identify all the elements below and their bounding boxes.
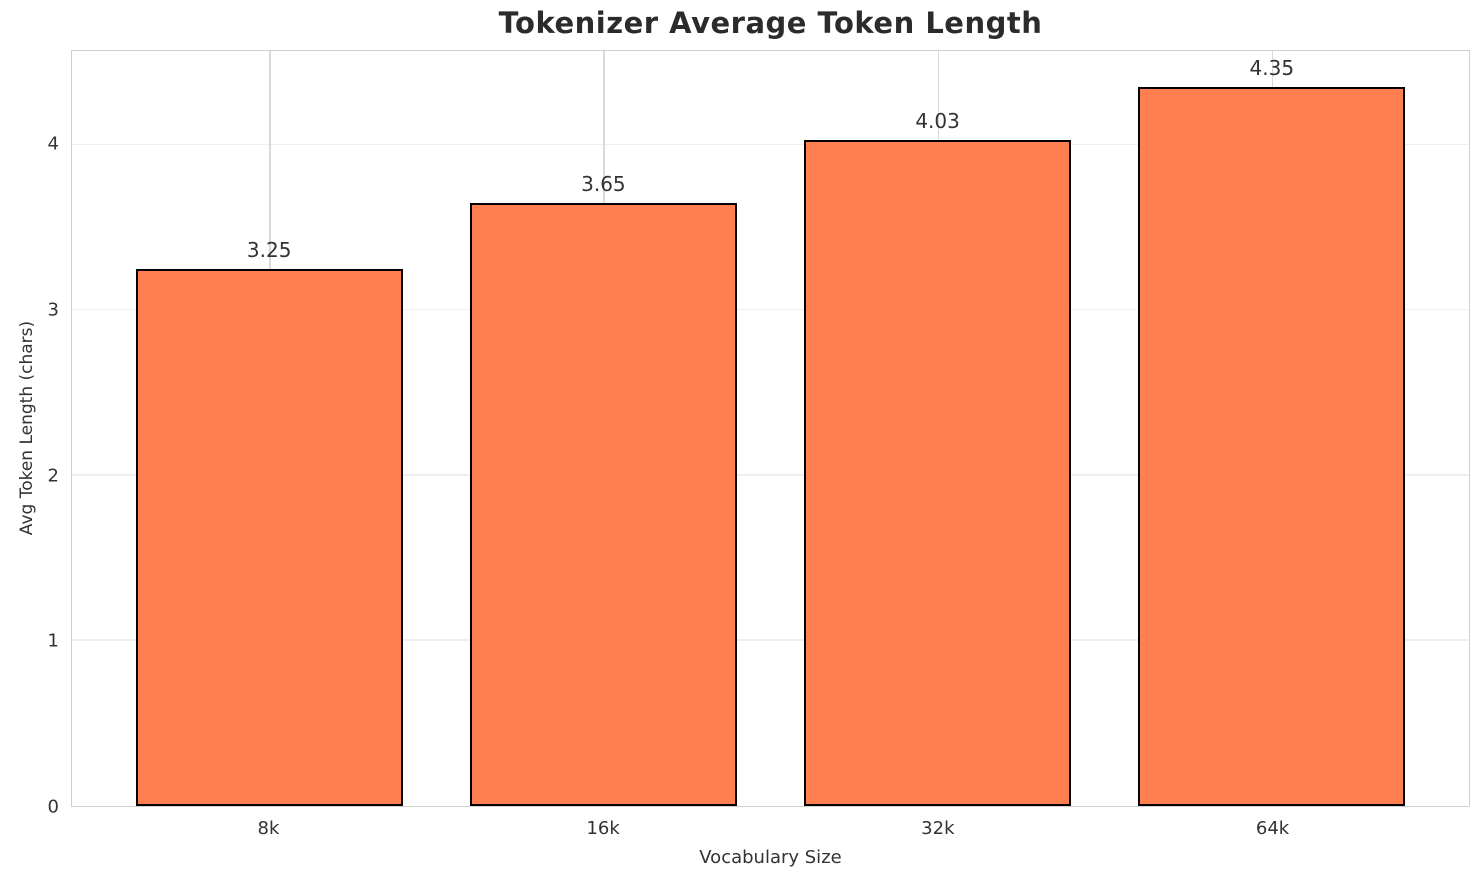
y-tick-label: 4 bbox=[47, 133, 59, 155]
x-tick-label: 8k bbox=[257, 818, 280, 839]
chart-title: Tokenizer Average Token Length bbox=[498, 6, 1043, 40]
x-tick-label: 16k bbox=[586, 818, 620, 839]
y-tick-label: 0 bbox=[47, 796, 59, 818]
h-gridline bbox=[72, 143, 1469, 146]
h-gridline bbox=[72, 308, 1469, 311]
bar-8k bbox=[135, 269, 403, 806]
y-tick-label: 1 bbox=[47, 630, 59, 652]
x-axis-label: Vocabulary Size bbox=[699, 847, 842, 868]
bar-value-label: 4.03 bbox=[915, 109, 960, 134]
bar-32k bbox=[803, 140, 1072, 806]
y-tick-label: 3 bbox=[47, 299, 59, 321]
bar-value-label: 3.25 bbox=[246, 238, 292, 263]
bar-value-label: 4.35 bbox=[1249, 56, 1295, 81]
y-tick-label: 2 bbox=[47, 465, 59, 487]
bar-16k bbox=[469, 203, 738, 806]
plot-area: 3.25 3.65 4.03 4.35 bbox=[71, 50, 1470, 807]
h-gridline bbox=[72, 639, 1469, 641]
h-gridline bbox=[72, 474, 1469, 476]
x-tick-label: 64k bbox=[1255, 818, 1290, 839]
bar-value-label: 3.65 bbox=[581, 172, 626, 196]
x-tick-label: 32k bbox=[921, 818, 955, 839]
y-axis-label: Avg Token Length (chars) bbox=[17, 320, 37, 536]
bar-64k bbox=[1138, 87, 1406, 806]
